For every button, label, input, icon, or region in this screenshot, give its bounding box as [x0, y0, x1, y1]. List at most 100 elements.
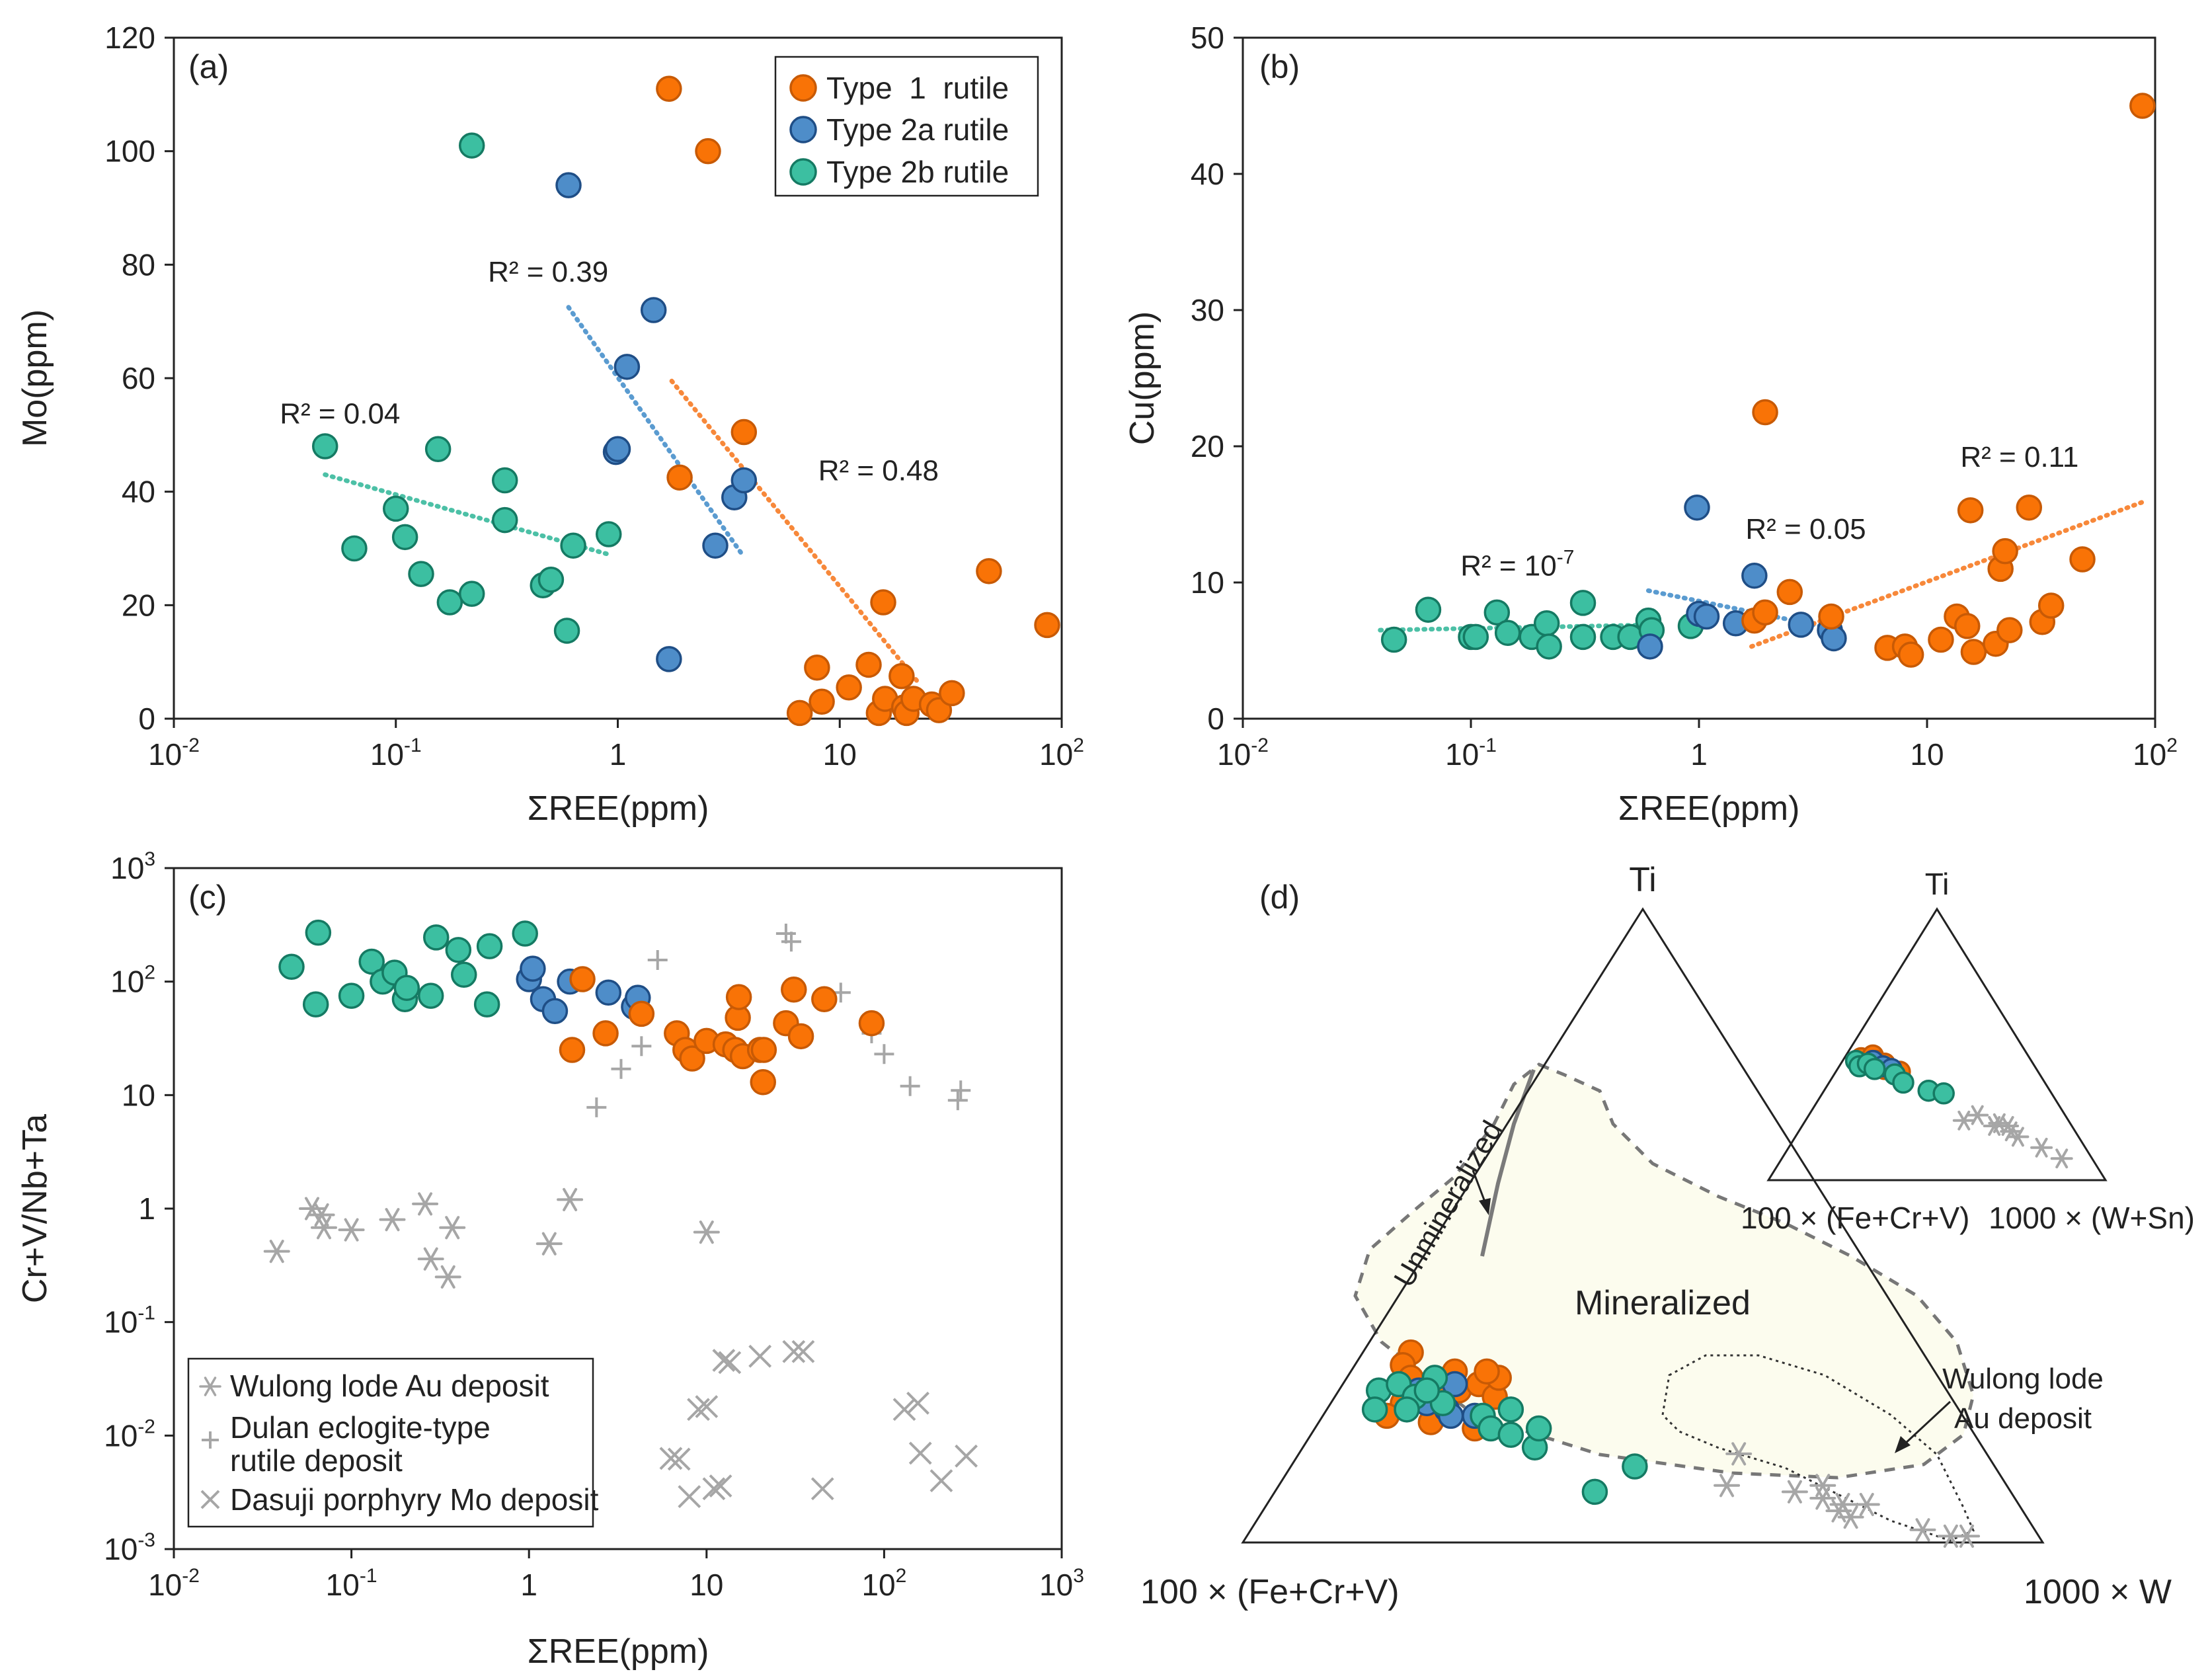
panel-c-y-axis-label: Cr+V/Nb+Ta: [16, 1114, 54, 1303]
y-tick-label: 20: [122, 588, 155, 622]
y-tick-label: 80: [122, 247, 155, 282]
inset-ternary-triangle: [1766, 907, 2108, 1181]
tick-exponent: -2: [138, 1416, 155, 1437]
apex-label-right: 1000 × W: [2024, 1573, 2172, 1611]
asterisk-stroke: [1719, 1474, 1735, 1498]
asterisk-stroke: [1815, 1486, 1831, 1510]
data-point: [559, 1037, 586, 1063]
tick-exponent: 2: [144, 962, 155, 984]
asterisk-marker: [557, 1187, 584, 1211]
data-point: [555, 172, 582, 198]
data-point: [1483, 599, 1511, 626]
data-point: [569, 966, 596, 992]
x-tick-label: 1: [1690, 737, 1708, 772]
asterisk-stroke: [314, 1203, 329, 1227]
data-point: [1954, 613, 1981, 639]
data-point: [804, 655, 830, 681]
cross-stroke: [810, 1477, 834, 1501]
panel-a-legend: Type 1 rutile Type 2a rutile Type 2b rut…: [774, 56, 1039, 197]
r-squared-label: R² = 10-7: [1460, 547, 1574, 582]
panel-a-x-axis-label: ΣREE(ppm): [528, 789, 709, 828]
y-tick-label: 10: [1191, 565, 1224, 600]
data-point: [2037, 592, 2065, 619]
wulong-label-line2: Au deposit: [1954, 1402, 2092, 1435]
panel-c-x-axis-label: ΣREE(ppm): [528, 1632, 709, 1671]
tick-base: 10: [104, 1532, 138, 1566]
legend-marker-type2a: [789, 116, 817, 143]
wulong-label-line1: Wulong lode: [1942, 1363, 2104, 1395]
panel-d-inset-points: [1844, 1044, 2073, 1169]
asterisk-marker: [1966, 1105, 1989, 1125]
cross-stroke: [782, 1340, 806, 1363]
data-point: [604, 436, 631, 463]
data-point: [436, 589, 463, 616]
data-point: [939, 680, 965, 707]
inset-apex-label-top: Ti: [1925, 867, 1950, 901]
x-tick-label: 10-1: [1445, 735, 1497, 772]
data-point: [656, 646, 682, 672]
cross-stroke: [709, 1474, 732, 1498]
data-point: [358, 948, 385, 975]
x-tick-label: 10: [690, 1568, 723, 1602]
tick-exponent: 2: [2166, 735, 2178, 756]
unmineralized-arrow-line: [1472, 1170, 1487, 1204]
data-point: [730, 419, 758, 446]
y-tick-label: 50: [1191, 20, 1224, 55]
tick-base: 10: [1039, 1568, 1073, 1602]
cross-stroke: [695, 1395, 719, 1418]
y-tick-label: 0: [1207, 701, 1224, 736]
asterisk-stroke: [204, 1377, 217, 1396]
panel-c-points: [263, 919, 978, 1509]
cross-marker: [712, 1349, 736, 1372]
asterisk-stroke: [1731, 1442, 1747, 1466]
x-tick-label: 1: [610, 737, 627, 772]
asterisk-marker: [412, 1192, 439, 1216]
tick-base: 10: [110, 965, 144, 999]
data-point: [595, 521, 622, 547]
data-point: [781, 977, 807, 1003]
data-point: [1637, 633, 1663, 660]
asterisk-stroke: [1843, 1505, 1858, 1529]
cross-marker: [695, 1395, 719, 1418]
y-tick-label: 1: [138, 1191, 155, 1226]
data-point: [341, 535, 368, 562]
data-point: [1992, 538, 2018, 565]
plus-marker: [647, 949, 668, 970]
data-point: [679, 1045, 705, 1072]
plus-marker: [900, 1076, 920, 1096]
y-tick-label: 10-2: [104, 1416, 155, 1453]
r-squared-label: R² = 0.48: [818, 455, 939, 487]
r-squared-text: R² = 0.05: [1745, 513, 1866, 545]
tick-base: 10: [370, 737, 404, 772]
y-tick-label: 40: [1191, 157, 1224, 191]
data-point: [491, 506, 518, 534]
asterisk-marker: [2030, 1137, 2053, 1158]
data-point: [1569, 590, 1597, 616]
asterisk-stroke: [2035, 1137, 2048, 1158]
data-point: [730, 467, 758, 494]
cross-marker: [667, 1447, 691, 1471]
y-tick-label: 103: [110, 848, 155, 885]
apex-label-top: Ti: [1629, 861, 1656, 899]
plus-marker: [947, 1090, 968, 1111]
asterisk-stroke: [1943, 1524, 1958, 1548]
cross-stroke: [687, 1398, 710, 1421]
data-point: [458, 580, 485, 607]
data-point: [1818, 603, 1844, 630]
data-point: [302, 991, 329, 1018]
data-point: [2129, 93, 2156, 119]
data-point: [1525, 1415, 1552, 1442]
cross-marker: [709, 1474, 732, 1498]
cross-stroke: [791, 1340, 815, 1363]
asterisk-marker: [1837, 1505, 1864, 1529]
x-tick-label: 10: [823, 737, 857, 772]
r-squared-text: R² = 10: [1460, 550, 1557, 582]
y-tick-label: 10-3: [104, 1529, 155, 1566]
asterisk-marker: [338, 1218, 365, 1242]
tick-exponent: 2: [896, 1565, 907, 1587]
y-tick-label: 10-1: [104, 1302, 155, 1340]
data-point: [1497, 1396, 1524, 1423]
